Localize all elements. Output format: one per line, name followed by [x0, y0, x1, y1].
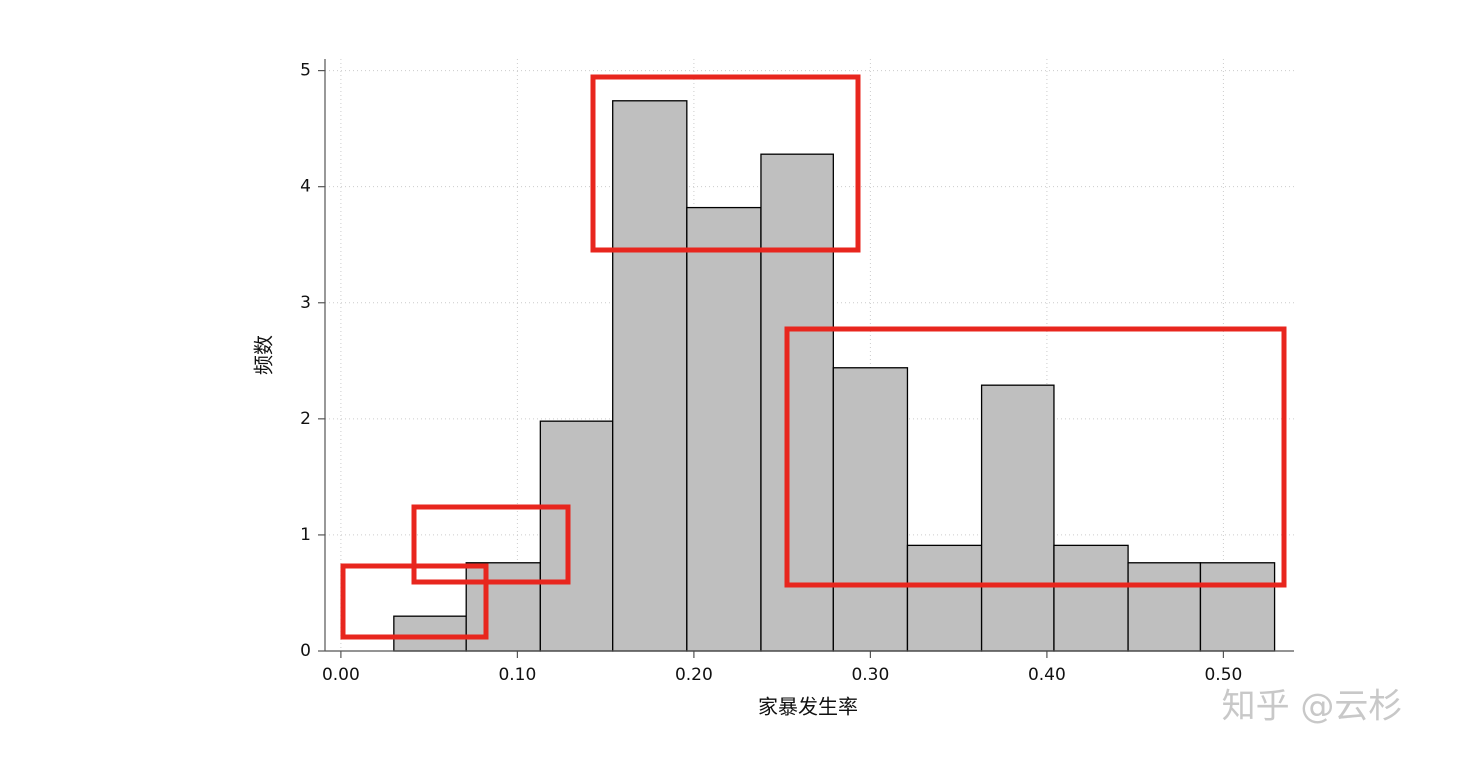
highlight-box — [411, 504, 571, 585]
plot-area: 0 1 2 3 4 5 0.00 0.10 0.20 0.30 0.40 0.50 — [300, 59, 1294, 685]
y-tick-label: 0 — [300, 641, 311, 661]
bar — [612, 100, 688, 652]
bar — [686, 206, 762, 652]
bar — [1127, 562, 1202, 652]
bar — [1199, 562, 1276, 652]
bar — [832, 367, 909, 652]
x-tick-label: 0.00 — [322, 665, 360, 685]
x-tick-label: 0.40 — [1028, 665, 1066, 685]
y-tick-label: 5 — [300, 61, 311, 81]
x-tick-label: 0.20 — [675, 665, 713, 685]
bar — [760, 153, 834, 652]
x-axis-label: 家暴发生率 — [758, 695, 858, 719]
x-tick-label: 0.30 — [851, 665, 889, 685]
bar — [1053, 544, 1129, 652]
y-tick-label: 4 — [300, 177, 311, 197]
y-tick-label: 3 — [300, 293, 311, 313]
bar — [393, 615, 467, 652]
y-tick-label: 2 — [300, 409, 311, 429]
watermark: 知乎 @云杉 — [1222, 687, 1403, 727]
y-axis-label: 频数 — [252, 335, 276, 375]
x-tick-label: 0.50 — [1204, 665, 1242, 685]
x-tick-label: 0.10 — [498, 665, 536, 685]
bar — [539, 420, 614, 652]
highlight-box — [590, 74, 861, 253]
highlight-box — [784, 326, 1287, 588]
bar — [980, 384, 1055, 652]
bar — [906, 544, 983, 652]
y-tick-label: 1 — [300, 525, 311, 545]
